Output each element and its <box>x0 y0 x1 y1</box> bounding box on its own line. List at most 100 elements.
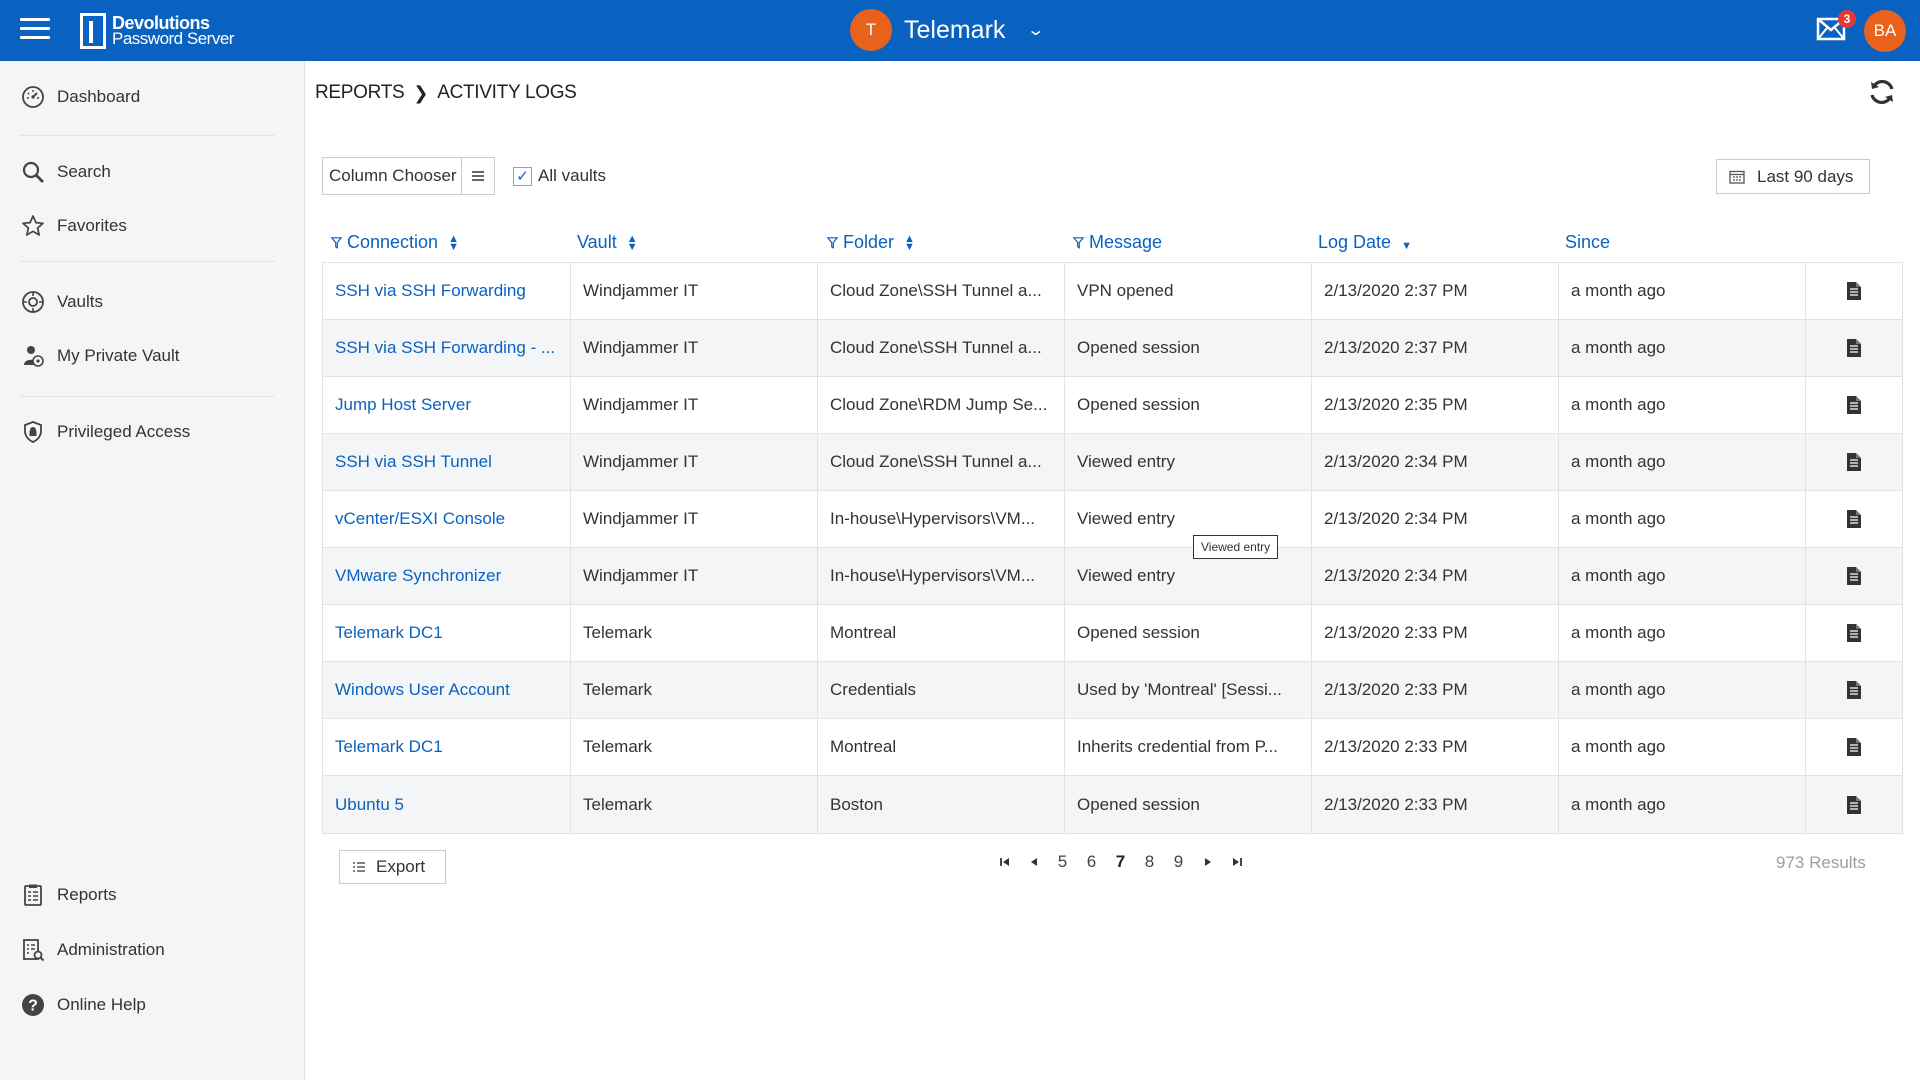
view-details-icon[interactable] <box>1806 263 1902 319</box>
filter-icon[interactable] <box>331 236 342 249</box>
page-link[interactable]: 5 <box>1057 852 1068 871</box>
table-row[interactable]: vCenter/ESXI Console Windjammer IT In-hous… <box>323 491 1902 548</box>
table-row[interactable]: Telemark DC1 Telemark Montreal Inherits cre… <box>323 719 1902 776</box>
page-link[interactable]: 9 <box>1173 852 1184 871</box>
page-link[interactable]: 8 <box>1144 852 1155 871</box>
chevron-right-icon: ❯ <box>413 82 429 103</box>
cell-connection[interactable]: Windows User Account <box>323 662 571 718</box>
sidebar-item-label: Dashboard <box>57 87 141 106</box>
activity-log-table: Connection ▲ ▼ Vault ▲ ▼ Folder ▲ ▼ Message… <box>322 226 1903 834</box>
pagination: 5 6 7 8 9 <box>990 850 1251 874</box>
cell-connection[interactable]: VMware Synchronizer <box>323 548 571 604</box>
header-connection[interactable]: Connection ▲ ▼ <box>331 232 459 253</box>
first-page-icon[interactable] <box>990 857 1019 867</box>
column-chooser[interactable]: Column Chooser <box>322 157 495 195</box>
previous-page-icon[interactable] <box>1019 857 1048 867</box>
table-row[interactable]: VMware Synchronizer Windjammer IT In-house… <box>323 548 1902 605</box>
logo-line1: Devolutions <box>112 13 210 33</box>
header-log-date[interactable]: Log Date ▼ <box>1318 232 1412 253</box>
vault-switcher[interactable]: T Telemark ⌄ <box>850 9 1046 51</box>
cell-connection[interactable]: Ubuntu 5 <box>323 776 571 833</box>
header-vault[interactable]: Vault ▲ ▼ <box>577 232 638 253</box>
view-details-icon[interactable] <box>1806 605 1902 661</box>
filter-icon[interactable] <box>1073 236 1084 249</box>
app-logo[interactable]: Devolutions Password Server <box>80 12 234 50</box>
cell-connection[interactable]: SSH via SSH Tunnel <box>323 434 571 490</box>
table-row[interactable]: Jump Host Server Windjammer IT Cloud Zone\… <box>323 377 1902 434</box>
cell-message: Opened session <box>1065 320 1312 376</box>
sidebar-item-favorites[interactable]: Favorites <box>20 211 127 241</box>
sidebar-item-search[interactable]: Search <box>20 157 111 187</box>
export-button[interactable]: Export <box>339 850 446 884</box>
view-details-icon[interactable] <box>1806 434 1902 490</box>
cell-vault: Telemark <box>571 662 818 718</box>
view-details-icon[interactable] <box>1806 719 1902 775</box>
table-row[interactable]: SSH via SSH Forwarding Windjammer IT Cloud… <box>323 263 1902 320</box>
header-folder[interactable]: Folder ▲ ▼ <box>827 232 915 253</box>
view-details-icon[interactable] <box>1806 662 1902 718</box>
table-row[interactable]: SSH via SSH Tunnel Windjammer IT Cloud Zon… <box>323 434 1902 491</box>
sidebar-item-vaults[interactable]: Vaults <box>20 287 103 317</box>
header-message[interactable]: Message <box>1073 232 1162 253</box>
cell-connection[interactable]: Telemark DC1 <box>323 719 571 775</box>
table-row[interactable]: Ubuntu 5 Telemark Boston Opened session 2/13… <box>323 776 1902 833</box>
cell-connection[interactable]: Jump Host Server <box>323 377 571 433</box>
sidebar-item-dashboard[interactable]: Dashboard <box>20 82 140 112</box>
cell-since: a month ago <box>1559 491 1806 547</box>
sort-descending-icon[interactable]: ▼ <box>1401 239 1412 252</box>
cell-message: Viewed entry <box>1065 491 1312 547</box>
help-icon: ? <box>20 992 46 1018</box>
current-page[interactable]: 7 <box>1115 852 1126 871</box>
cell-folder: In-house\Hypervisors\VM... <box>818 491 1065 547</box>
page-link[interactable]: 6 <box>1086 852 1097 871</box>
sort-icon[interactable]: ▲ ▼ <box>448 232 459 253</box>
cell-since: a month ago <box>1559 548 1806 604</box>
header-since[interactable]: Since <box>1565 232 1610 253</box>
view-details-icon[interactable] <box>1806 491 1902 547</box>
header-label: Log Date <box>1318 232 1392 252</box>
last-page-icon[interactable] <box>1222 857 1251 867</box>
cell-message: Viewed entry <box>1065 434 1312 490</box>
export-label: Export <box>376 857 426 876</box>
table-row[interactable]: Windows User Account Telemark Credentials U… <box>323 662 1902 719</box>
sidebar-item-administration[interactable]: Administration <box>20 935 165 965</box>
hamburger-menu-icon[interactable] <box>20 18 50 42</box>
star-icon <box>20 213 46 239</box>
chevron-down-icon[interactable]: ⌄ <box>1026 22 1046 39</box>
list-menu-icon[interactable] <box>462 170 494 182</box>
logo-mark-icon <box>80 13 106 49</box>
next-page-icon[interactable] <box>1193 857 1222 867</box>
refresh-button[interactable] <box>1866 76 1898 108</box>
cell-connection[interactable]: vCenter/ESXI Console <box>323 491 571 547</box>
view-details-icon[interactable] <box>1806 548 1902 604</box>
table-row[interactable]: SSH via SSH Forwarding - ... Windjammer I… <box>323 320 1902 377</box>
table-header: Connection ▲ ▼ Vault ▲ ▼ Folder ▲ ▼ Message… <box>322 226 1903 262</box>
cell-log-date: 2/13/2020 2:33 PM <box>1312 605 1559 661</box>
sidebar-item-label: Online Help <box>57 995 146 1014</box>
table-row[interactable]: Telemark DC1 Telemark Montreal Opened sessi… <box>323 605 1902 662</box>
sidebar-item-online-help[interactable]: ? Online Help <box>20 990 146 1020</box>
sort-icon[interactable]: ▲ ▼ <box>904 232 915 253</box>
notifications-button[interactable]: 3 <box>1816 10 1856 44</box>
cell-connection[interactable]: Telemark DC1 <box>323 605 571 661</box>
cell-connection[interactable]: SSH via SSH Forwarding <box>323 263 571 319</box>
view-details-icon[interactable] <box>1806 776 1902 833</box>
view-details-icon[interactable] <box>1806 320 1902 376</box>
cell-log-date: 2/13/2020 2:34 PM <box>1312 491 1559 547</box>
all-vaults-checkbox[interactable]: ✓ <box>513 166 532 186</box>
sidebar: Dashboard Search Favorites Vaults My Pri… <box>0 61 305 1080</box>
sort-icon[interactable]: ▲ ▼ <box>626 232 638 253</box>
date-range-button[interactable]: Last 90 days <box>1716 159 1870 194</box>
vault-avatar: T <box>850 9 892 51</box>
all-vaults-toggle[interactable]: ✓ All vaults <box>513 166 606 186</box>
sidebar-item-privileged-access[interactable]: Privileged Access <box>20 417 190 447</box>
sidebar-item-my-private-vault[interactable]: My Private Vault <box>20 341 180 371</box>
filter-icon[interactable] <box>827 236 838 249</box>
cell-connection[interactable]: SSH via SSH Forwarding - ... <box>323 320 571 376</box>
view-details-icon[interactable] <box>1806 377 1902 433</box>
breadcrumb-reports[interactable]: REPORTS <box>315 82 405 103</box>
shield-icon <box>20 419 46 445</box>
user-avatar[interactable]: BA <box>1864 10 1906 52</box>
date-range-label: Last 90 days <box>1757 166 1854 186</box>
sidebar-item-reports[interactable]: Reports <box>20 880 117 910</box>
